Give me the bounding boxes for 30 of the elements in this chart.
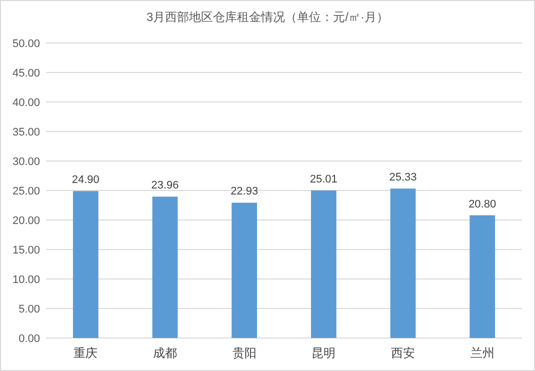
y-tick-label: 20.00 — [12, 215, 40, 227]
x-tick-label: 昆明 — [312, 346, 336, 360]
y-tick-label: 30.00 — [12, 156, 40, 168]
bar — [152, 196, 178, 338]
bar — [232, 202, 258, 338]
data-label: 24.90 — [72, 174, 100, 186]
y-tick-label: 15.00 — [12, 244, 40, 256]
data-label: 25.01 — [310, 173, 338, 186]
bar — [72, 191, 98, 338]
bar — [390, 188, 416, 338]
y-tick-label: 50.00 — [12, 38, 40, 50]
chart-title: 3月西部地区仓库租金情况（单位：元/㎡·月） — [146, 10, 389, 24]
x-tick-label: 贵阳 — [232, 346, 256, 360]
bar — [310, 190, 336, 338]
x-tick-label: 西安 — [391, 346, 415, 360]
data-label: 25.33 — [389, 172, 417, 184]
bar — [470, 215, 496, 338]
y-tick-label: 25.00 — [12, 186, 40, 198]
x-tick-label: 成都 — [153, 346, 177, 360]
data-label: 23.96 — [151, 180, 179, 192]
y-tick-label: 5.00 — [18, 304, 40, 316]
data-label: 20.80 — [468, 198, 496, 210]
y-tick-label: 10.00 — [12, 274, 40, 286]
y-tick-label: 35.00 — [12, 126, 40, 138]
x-tick-label: 兰州 — [470, 346, 494, 360]
y-tick-label: 0.00 — [18, 333, 40, 345]
y-tick-label: 45.00 — [12, 68, 40, 80]
y-tick-label: 40.00 — [12, 97, 40, 109]
x-tick-label: 重庆 — [74, 346, 98, 360]
data-label: 22.93 — [230, 186, 258, 198]
